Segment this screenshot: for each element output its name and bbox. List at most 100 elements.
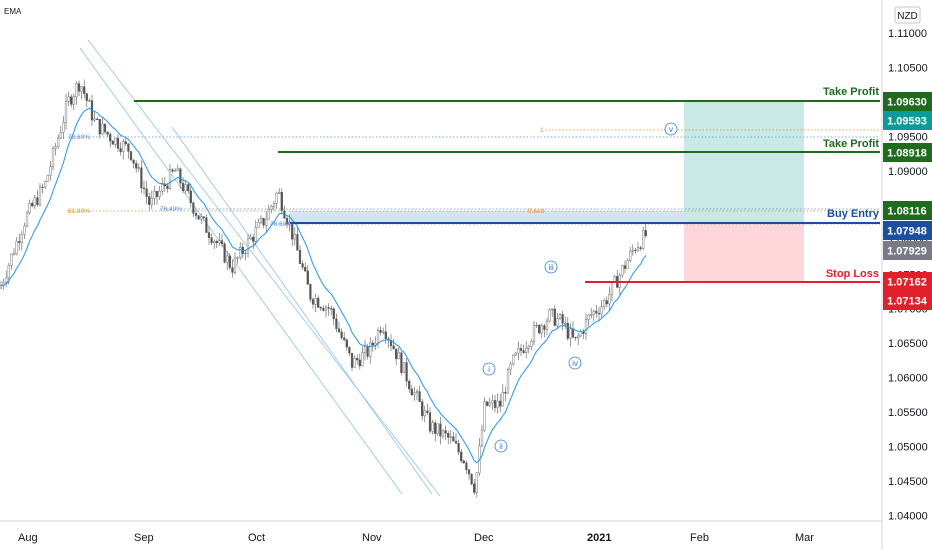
x-tick-label: Aug: [18, 532, 38, 544]
candle: [434, 422, 437, 434]
currency-badge[interactable]: [894, 6, 921, 24]
candle: [236, 257, 239, 259]
candle: [408, 381, 411, 390]
candle: [119, 148, 122, 153]
candle: [140, 167, 143, 189]
candle: [605, 300, 608, 305]
candle: [564, 323, 567, 325]
candle: [595, 310, 598, 314]
candle: [519, 348, 523, 351]
candle: [496, 400, 499, 408]
candle: [389, 340, 393, 347]
tag-price: 1.07134: [883, 291, 932, 310]
candle: [512, 354, 515, 365]
candle: [207, 232, 211, 238]
candle: [57, 137, 60, 147]
candle: [475, 472, 478, 493]
candle: [15, 241, 18, 255]
candle: [220, 240, 224, 244]
candle: [62, 122, 65, 133]
channel-line: [171, 126, 433, 495]
candle: [10, 253, 13, 266]
candle: [98, 119, 101, 135]
candle: [350, 352, 354, 368]
candle: [538, 324, 541, 334]
candle: [187, 184, 190, 192]
x-tick-label: Feb: [690, 532, 709, 544]
candle: [293, 234, 296, 240]
candle: [405, 362, 408, 382]
candle: [418, 391, 421, 402]
y-tick-label: 1.09000: [888, 166, 928, 178]
candle: [452, 436, 455, 442]
tag-price: 1.08116: [883, 201, 932, 220]
candle: [634, 249, 637, 252]
candle: [566, 323, 569, 339]
candle: [361, 352, 364, 367]
candle: [379, 330, 382, 333]
candle: [553, 308, 556, 326]
candle: [194, 213, 198, 216]
candle: [501, 391, 504, 407]
candle: [371, 342, 374, 346]
candle: [402, 362, 406, 373]
candle: [384, 331, 387, 339]
candle: [480, 429, 484, 447]
candle: [449, 436, 452, 438]
candle: [218, 240, 221, 244]
candle: [85, 93, 88, 101]
tag-stop-loss: 1.07162: [883, 272, 932, 291]
candle: [343, 337, 346, 340]
candle: [499, 400, 502, 407]
candle: [25, 212, 29, 227]
candle: [254, 227, 257, 242]
svg-text:iv: iv: [572, 359, 578, 368]
candle: [231, 267, 234, 273]
candle: [46, 175, 49, 182]
fib-label: 78.60%: [270, 221, 292, 228]
candle: [324, 307, 328, 311]
take-profit-label: Take Profit: [823, 86, 879, 98]
candle: [415, 391, 419, 393]
candle: [332, 308, 335, 320]
candle: [18, 241, 21, 243]
candle: [392, 345, 395, 350]
svg-text:i: i: [488, 365, 490, 374]
candle: [376, 330, 380, 344]
candle: [603, 300, 606, 307]
candle: [642, 230, 645, 249]
candle: [621, 265, 624, 276]
candle: [49, 166, 52, 176]
candle: [504, 391, 507, 394]
candle: [571, 328, 575, 338]
candle: [556, 318, 559, 326]
candle: [574, 336, 577, 339]
candle: [155, 190, 159, 197]
buy-entry-label: Buy Entry: [827, 208, 880, 220]
candle: [447, 433, 450, 438]
candle: [551, 308, 554, 311]
svg-text:1.08116: 1.08116: [887, 206, 926, 218]
candle: [132, 159, 135, 164]
candle: [597, 312, 601, 315]
candle: [421, 401, 424, 417]
candle: [395, 348, 398, 360]
x-tick-label: Nov: [362, 532, 382, 544]
candle: [345, 339, 348, 348]
candle: [491, 400, 494, 404]
candle: [7, 265, 10, 279]
candle: [431, 422, 434, 432]
x-tick-label: Mar: [795, 532, 814, 544]
candle: [135, 163, 138, 169]
candle: [558, 314, 562, 319]
candle: [413, 392, 416, 396]
candle: [577, 335, 580, 339]
candle: [600, 306, 603, 315]
candle: [335, 318, 338, 330]
candle: [590, 314, 593, 316]
ema-legend: EMA: [4, 7, 22, 16]
candle: [610, 281, 614, 295]
candle: [252, 236, 255, 242]
candle: [525, 347, 528, 354]
